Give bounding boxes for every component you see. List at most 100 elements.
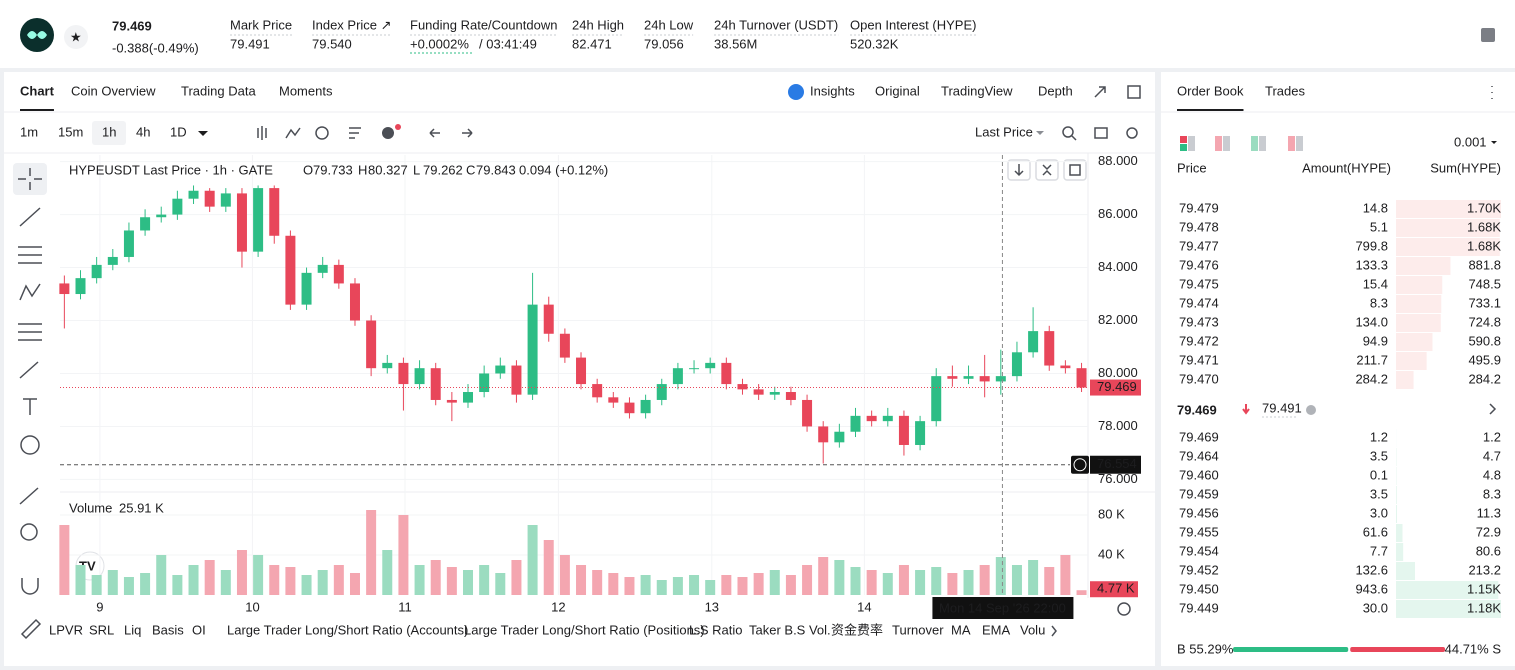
crosshair-price: 76.554 [1097, 456, 1137, 471]
x-tick-label: 14 [857, 599, 871, 614]
interval[interactable]: 1h [102, 124, 116, 139]
ob-price: 79.452 [1179, 562, 1219, 577]
candle-body [559, 333, 570, 358]
stat-label: Open Interest (HYPE) [850, 17, 976, 32]
price-change: -0.388(-0.49%) [112, 40, 199, 55]
ob-price: 79.478 [1179, 219, 1219, 234]
sell-ratio: 44.71% S [1445, 641, 1502, 656]
view-tab[interactable]: Original [875, 83, 920, 98]
chart-tab[interactable]: Trading Data [181, 83, 256, 98]
depth-bar [1396, 524, 1403, 542]
candle-body [753, 389, 764, 395]
indicator[interactable]: Liq [124, 622, 141, 637]
indicator[interactable]: EMA [982, 622, 1011, 637]
indicator[interactable]: Taker B.S Vol. [749, 622, 831, 637]
candle-body [898, 415, 909, 445]
interval-selected [92, 121, 126, 145]
depth-bar [1396, 276, 1443, 294]
indicator[interactable]: Volu [1020, 622, 1045, 637]
ob-sum: 8.3 [1483, 486, 1501, 501]
volume-bar [769, 570, 780, 595]
volume-bar [188, 565, 199, 595]
candle-body [608, 397, 619, 403]
depth-bar [1396, 238, 1500, 256]
mid-price: 79.469 [1177, 402, 1217, 417]
indicator[interactable]: SRL [89, 622, 114, 637]
indicator[interactable]: Basis [152, 622, 184, 637]
candle-body [785, 392, 796, 400]
candle-body [511, 365, 522, 395]
indicator[interactable]: 资金费率 [831, 622, 883, 637]
indicator[interactable]: Large Trader Long/Short Ratio (Positions… [464, 622, 705, 637]
ob-price: 79.464 [1179, 448, 1219, 463]
candle-body [834, 431, 845, 443]
volume-bar [608, 573, 619, 595]
settings-icon[interactable] [1481, 28, 1495, 42]
indicator[interactable]: Large Trader Long/Short Ratio (Accounts) [227, 622, 468, 637]
add-icon [382, 127, 394, 139]
ob-sum: 1.68K [1467, 238, 1501, 253]
depth-bar [1396, 333, 1433, 351]
tick-size[interactable]: 0.001 [1454, 134, 1487, 149]
view-tab[interactable]: Insights [810, 83, 855, 98]
indicator[interactable]: L.S Ratio [689, 622, 742, 637]
volume-bar [446, 567, 457, 595]
volume-bar [866, 570, 877, 595]
view-tab[interactable]: Depth [1038, 83, 1073, 98]
depth-bar [1396, 562, 1415, 580]
x-tick-label: 11 [398, 599, 412, 614]
volume-bar [850, 567, 861, 595]
chart-tab[interactable]: Coin Overview [71, 83, 156, 98]
ob-amount: 1.2 [1370, 429, 1388, 444]
candle-body [769, 392, 780, 395]
chart-tab[interactable]: Moments [279, 83, 333, 98]
volume-bar [382, 550, 393, 595]
indicator[interactable]: OI [192, 622, 206, 637]
last-volume-box [1090, 581, 1138, 598]
vol-tick-label: 40 K [1098, 546, 1125, 561]
candle-body [479, 373, 490, 393]
interval[interactable]: 1m [20, 124, 38, 139]
ob-price: 79.469 [1179, 429, 1219, 444]
toolbar-icons [18, 85, 1497, 640]
ob-tab[interactable]: Order Book [1177, 83, 1244, 98]
candle-body [947, 376, 958, 379]
crosshair-price-box [1090, 455, 1141, 474]
ob-price: 79.449 [1179, 600, 1219, 615]
ob-sum: 72.9 [1476, 524, 1501, 539]
ob-sum: 1.70K [1467, 200, 1501, 215]
indicator[interactable]: LPVR [49, 622, 83, 637]
volume-bar [1011, 565, 1022, 595]
candle-body [123, 230, 134, 257]
badge [395, 124, 401, 130]
candle-body [204, 190, 215, 207]
chart-tab[interactable]: Chart [20, 83, 55, 98]
x-tick-label: 9 [96, 599, 103, 614]
candle-body [640, 399, 651, 414]
price-type[interactable]: Last Price [975, 124, 1033, 139]
depth-bar [1396, 295, 1442, 313]
ob-sum: 4.7 [1483, 448, 1501, 463]
candle-body [317, 264, 328, 273]
ob-price: 79.450 [1179, 581, 1219, 596]
interval[interactable]: 4h [136, 124, 150, 139]
ob-sum: 495.9 [1468, 352, 1501, 367]
candle-body [672, 368, 683, 385]
indicator[interactable]: MA [951, 622, 971, 637]
interval[interactable]: 15m [58, 124, 83, 139]
favorite-button[interactable] [64, 25, 88, 49]
interval[interactable]: 1D [170, 124, 187, 139]
candle-body [737, 384, 748, 390]
ob-amount: 3.5 [1370, 448, 1388, 463]
ob-price: 79.455 [1179, 524, 1219, 539]
crosshair-time: Mon 14 Sep '26 22:00 [939, 600, 1066, 615]
legend-key: H [358, 162, 367, 177]
ob-amount: 61.6 [1363, 524, 1388, 539]
ob-tab[interactable]: Trades [1265, 83, 1305, 98]
volume-bar [963, 570, 974, 595]
y-tick-label: 82.000 [1098, 312, 1138, 327]
view-tab[interactable]: TradingView [941, 83, 1013, 98]
candle-body [382, 362, 393, 369]
indicator[interactable]: Turnover [892, 622, 944, 637]
candle-body [882, 415, 893, 422]
